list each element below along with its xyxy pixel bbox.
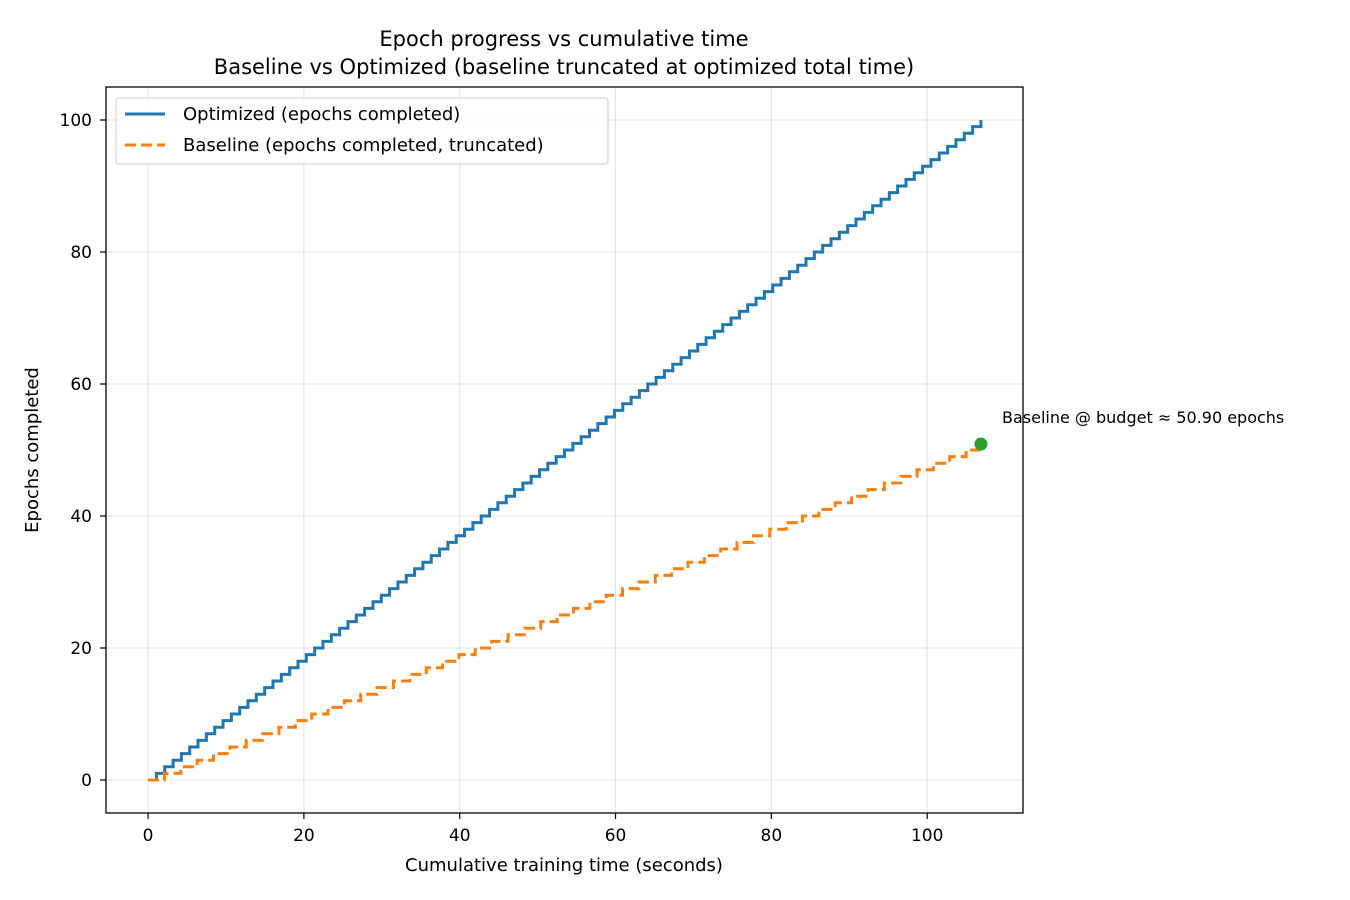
y-axis-label: Epochs completed: [22, 367, 43, 533]
legend: Optimized (epochs completed) Baseline (e…: [115, 97, 609, 165]
series-line-optimized: [148, 120, 983, 782]
plot-area-frame: [105, 86, 1024, 814]
y-tick-label: 0: [81, 771, 92, 791]
chart-title: Epoch progress vs cumulative time: [379, 27, 748, 51]
x-tick-label: 60: [605, 826, 627, 846]
x-tick-label: 100: [911, 826, 943, 846]
ticks: 0 20 40 60 80 100 0 20 40 60 80 100: [60, 111, 944, 846]
x-axis-label: Cumulative training time (seconds): [405, 855, 723, 876]
y-tick-label: 20: [70, 639, 92, 659]
y-tick-label: 40: [70, 507, 92, 527]
series-layer: [148, 120, 983, 782]
y-tick-label: 100: [60, 111, 92, 131]
grid: [106, 87, 1023, 813]
legend-label-optimized: Optimized (epochs completed): [183, 104, 460, 125]
legend-frame: [115, 97, 609, 165]
y-tick-label: 60: [70, 375, 92, 395]
x-tick-label: 40: [449, 826, 471, 846]
y-tick-label: 80: [70, 243, 92, 263]
annotation-label: Baseline @ budget ≈ 50.90 epochs: [1002, 408, 1284, 427]
legend-label-baseline: Baseline (epochs completed, truncated): [183, 135, 544, 156]
budget-marker: [974, 437, 988, 451]
x-tick-label: 0: [143, 826, 154, 846]
x-tick-label: 80: [761, 826, 783, 846]
series-line-baseline: [148, 448, 981, 782]
x-tick-label: 20: [293, 826, 315, 846]
chart-subtitle: Baseline vs Optimized (baseline truncate…: [214, 55, 914, 79]
marker-layer: [974, 437, 988, 451]
